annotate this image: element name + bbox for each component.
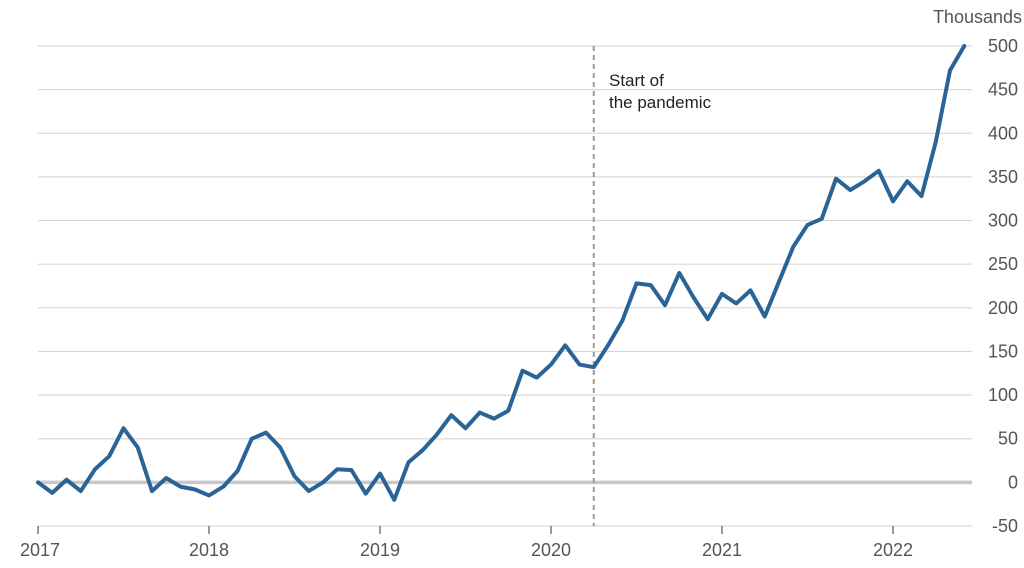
gridlines	[38, 45, 972, 527]
series-line	[36, 44, 967, 502]
annotation-line-2: the pandemic	[609, 93, 712, 112]
annotation-line-1: Start of	[609, 71, 664, 90]
x-tick-label: 2021	[702, 540, 742, 560]
y-tick-label: 150	[988, 341, 1018, 361]
x-axis: 2017 2018 2019 2020 2021 2022	[20, 526, 913, 560]
y-unit-label: Thousands	[933, 7, 1022, 27]
y-tick-label: 50	[998, 429, 1018, 449]
y-tick-label: 250	[988, 254, 1018, 274]
y-tick-label: 300	[988, 211, 1018, 231]
y-tick-label: 400	[988, 123, 1018, 143]
x-tick-label: 2017	[20, 540, 60, 560]
y-tick-label: 100	[988, 385, 1018, 405]
x-tick-label: 2018	[189, 540, 229, 560]
y-tick-label: -50	[992, 516, 1018, 536]
x-tick-label: 2019	[360, 540, 400, 560]
y-tick-label: 350	[988, 167, 1018, 187]
y-tick-label: 200	[988, 298, 1018, 318]
y-tick-label: 450	[988, 80, 1018, 100]
x-tick-label: 2022	[873, 540, 913, 560]
y-tick-label: 0	[1008, 472, 1018, 492]
x-tick-label: 2020	[531, 540, 571, 560]
y-tick-label: 500	[988, 36, 1018, 56]
